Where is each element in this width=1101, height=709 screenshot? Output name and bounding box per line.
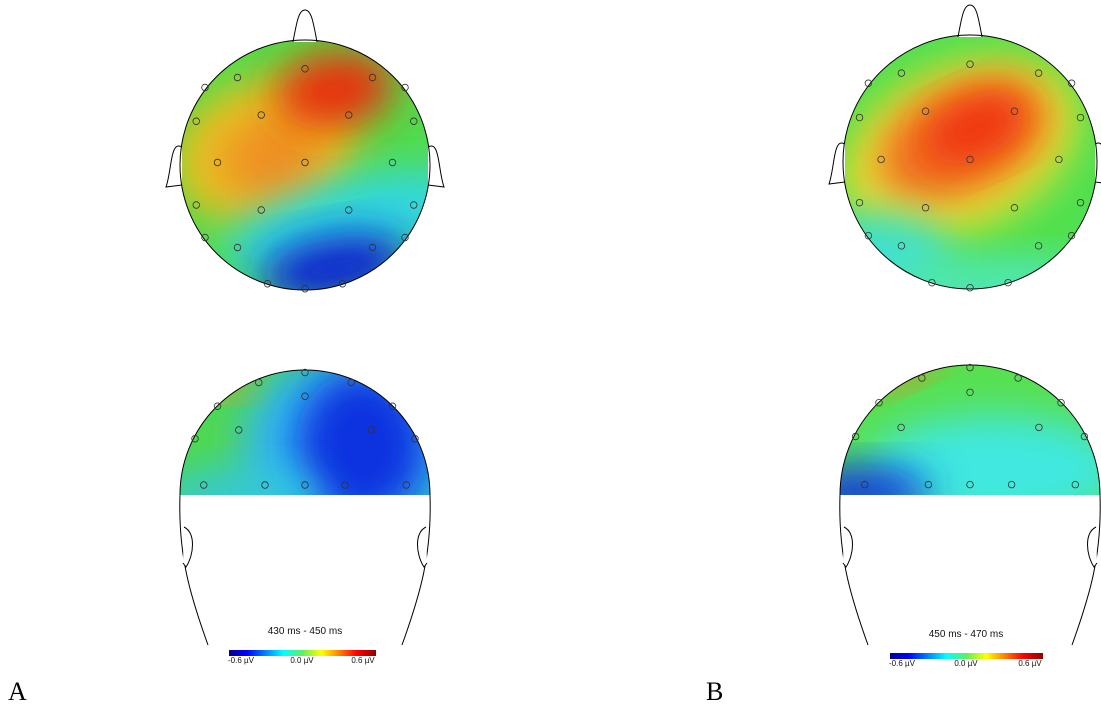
nose xyxy=(293,10,317,42)
neck-line xyxy=(402,495,430,645)
colorbar-min: -0.6 µV xyxy=(228,656,255,665)
colorbar-mid: 0.0 µV xyxy=(290,656,314,665)
colorbar-min: -0.6 µV xyxy=(889,659,916,668)
neck-line xyxy=(1072,495,1100,645)
field-blob xyxy=(220,120,320,200)
topo-map xyxy=(810,23,1101,310)
nose xyxy=(958,5,982,37)
field-blob xyxy=(790,467,930,517)
panel-label: B xyxy=(706,677,723,706)
field-blob xyxy=(160,470,320,520)
colorbar-mid: 0.0 µV xyxy=(954,659,978,668)
page: {"panels": [ {"label": "A", "time_range"… xyxy=(0,0,1101,709)
field-blob xyxy=(297,370,427,520)
neck-line xyxy=(180,495,208,645)
time-range: 450 ms - 470 ms xyxy=(929,629,1003,640)
ear xyxy=(1088,527,1098,567)
time-range: 430 ms - 450 ms xyxy=(268,626,342,637)
figure: A B 430 ms - 450 ms 450 ms - 470 ms -0.6… xyxy=(0,0,1101,709)
colorbar-max: 0.6 µV xyxy=(1018,659,1042,668)
neck-line xyxy=(840,495,868,645)
panel-label: A xyxy=(8,677,27,706)
ear xyxy=(843,527,853,567)
topo-map xyxy=(790,348,1101,525)
topo-map xyxy=(160,350,460,550)
ear xyxy=(418,527,428,567)
colorbar-max: 0.6 µV xyxy=(351,656,375,665)
ear xyxy=(183,527,193,567)
